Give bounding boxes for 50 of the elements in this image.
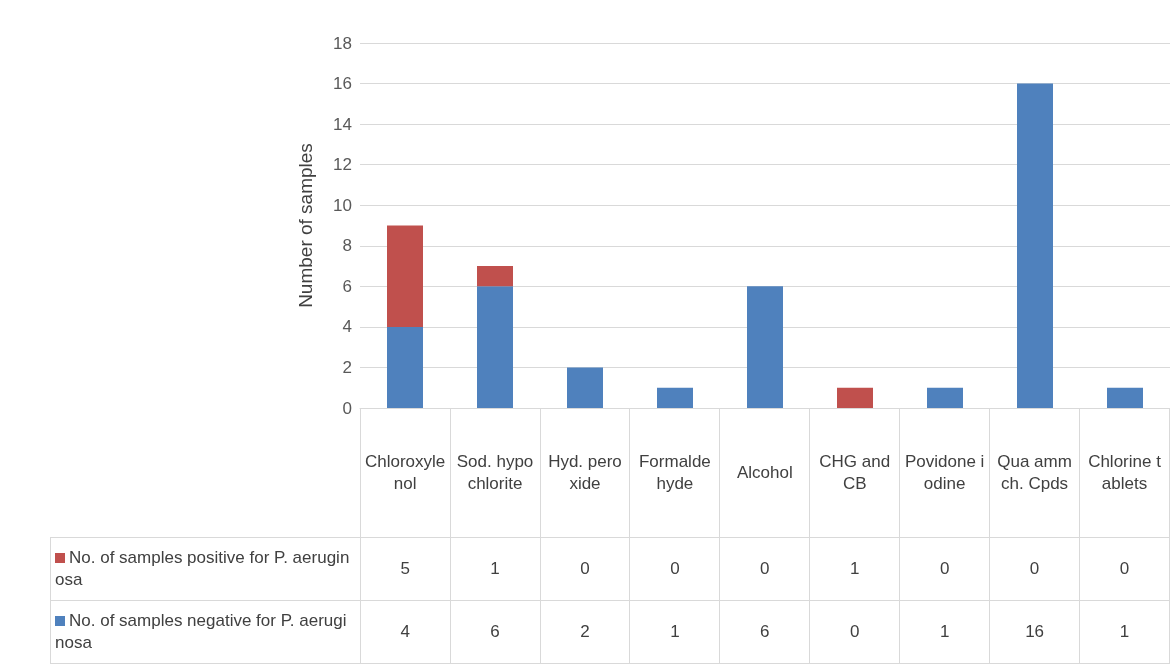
x-tick-label: Hyd. peroxide xyxy=(540,408,630,538)
bar xyxy=(837,387,873,408)
y-tick-label: 6 xyxy=(342,276,352,296)
y-axis-title: Number of samples xyxy=(295,143,316,308)
x-tick-label: CHG and CB xyxy=(809,408,900,538)
data-label: 0 xyxy=(989,537,1080,601)
bar xyxy=(747,286,783,408)
y-tick-label: 2 xyxy=(342,357,352,377)
bar xyxy=(927,387,963,408)
bar xyxy=(387,225,423,327)
data-label: 16 xyxy=(989,600,1080,664)
bar xyxy=(567,367,603,408)
x-tick-label: Alcohol xyxy=(719,408,810,538)
x-tick-label: Chlorine tablets xyxy=(1079,408,1170,538)
data-label: 6 xyxy=(450,600,541,664)
data-label: 1 xyxy=(450,537,541,601)
data-label: 0 xyxy=(809,600,900,664)
x-tick-label: Formaldehyde xyxy=(629,408,720,538)
data-label: 6 xyxy=(719,600,810,664)
bar xyxy=(477,266,513,287)
data-label: 0 xyxy=(540,537,630,601)
bar xyxy=(477,286,513,408)
y-tick-label: 14 xyxy=(333,114,352,134)
data-label: 1 xyxy=(1079,600,1170,664)
x-tick-label: Sod. hypochlorite xyxy=(450,408,541,538)
y-tick-label: 16 xyxy=(333,74,352,94)
data-label: 0 xyxy=(629,537,720,601)
y-tick-label: 10 xyxy=(333,195,352,215)
legend-label: No. of samples negative for P. aeruginosa xyxy=(50,600,361,664)
y-tick-label: 4 xyxy=(342,317,352,337)
data-label: 1 xyxy=(809,537,900,601)
data-label: 1 xyxy=(899,600,990,664)
data-label: 5 xyxy=(360,537,451,601)
bar xyxy=(1107,387,1143,408)
x-tick-label: Qua amm ch. Cpds xyxy=(989,408,1080,538)
data-label: 0 xyxy=(1079,537,1170,601)
bar xyxy=(387,326,423,408)
legend-label: No. of samples positive for P. aeruginosa xyxy=(50,537,361,601)
data-label: 1 xyxy=(629,600,720,664)
x-tick-label: Chloroxylenol xyxy=(360,408,451,538)
y-tick-label: 18 xyxy=(333,33,352,53)
y-tick-label: 12 xyxy=(333,155,352,175)
y-tick-label: 8 xyxy=(342,236,352,256)
x-tick-label: Povidone iodine xyxy=(899,408,990,538)
data-label: 2 xyxy=(540,600,630,664)
y-tick-label: 0 xyxy=(342,398,352,418)
bar xyxy=(1017,83,1053,408)
data-label: 0 xyxy=(899,537,990,601)
bar xyxy=(657,387,693,408)
data-label: 0 xyxy=(719,537,810,601)
